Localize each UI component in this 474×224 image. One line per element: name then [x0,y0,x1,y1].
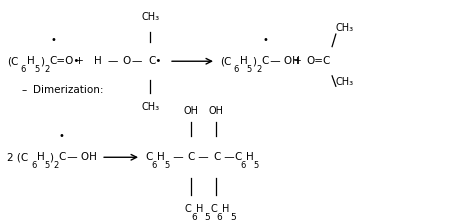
Text: 5: 5 [230,213,236,222]
Text: C: C [210,205,218,214]
Text: —: — [220,152,234,162]
Text: C: C [262,56,269,66]
Text: +: + [290,56,302,66]
Text: OH: OH [209,106,224,116]
Text: C: C [214,152,221,162]
Text: H: H [240,56,247,66]
Text: 6: 6 [20,65,26,74]
Text: C=O•: C=O• [49,56,80,66]
Text: H: H [37,152,45,162]
Text: H: H [222,205,229,214]
Text: 2 (C: 2 (C [8,152,29,162]
Text: 6: 6 [151,161,156,170]
Text: •: • [59,131,65,141]
Text: O: O [122,56,130,66]
Text: 6: 6 [191,213,197,222]
Text: –: – [21,86,27,95]
Text: 2: 2 [44,65,49,74]
Text: — OH: — OH [64,152,97,162]
Text: ): ) [253,56,256,66]
Text: 6: 6 [217,213,222,222]
Text: 5: 5 [44,161,49,170]
Text: 5: 5 [164,161,170,170]
Text: —: — [132,56,142,66]
Text: C•: C• [148,56,161,66]
Text: C: C [185,205,191,214]
Text: Dimerization:: Dimerization: [33,86,104,95]
Text: CH₃: CH₃ [141,102,159,112]
Text: 2: 2 [54,161,59,170]
Text: —: — [107,56,118,66]
Text: —: — [195,152,209,162]
Text: •: • [262,35,268,45]
Text: — OH: — OH [267,56,301,66]
Text: ): ) [40,56,44,66]
Text: 6: 6 [31,161,36,170]
Text: 2: 2 [257,65,262,74]
Text: H: H [157,152,165,162]
Text: C: C [235,152,242,162]
Text: C: C [146,152,153,162]
Text: 5: 5 [254,161,259,170]
Text: +: + [72,56,84,66]
Text: —: — [170,152,183,162]
Text: H: H [94,56,102,66]
Text: CH₃: CH₃ [336,77,354,87]
Text: OH: OH [183,106,198,116]
Text: C: C [58,152,66,162]
Text: 6: 6 [234,65,239,74]
Text: CH₃: CH₃ [141,12,159,22]
Text: CH₃: CH₃ [336,23,354,33]
Text: C: C [188,152,195,162]
Text: H: H [27,56,35,66]
Text: •: • [50,35,56,45]
Text: (C: (C [8,56,19,66]
Text: 5: 5 [204,213,210,222]
Text: O=C: O=C [306,56,331,66]
Text: H: H [196,205,204,214]
Text: H: H [246,152,254,162]
Text: (C: (C [220,56,232,66]
Text: ): ) [50,152,54,162]
Text: 6: 6 [240,161,246,170]
Text: 5: 5 [34,65,39,74]
Text: 5: 5 [247,65,252,74]
